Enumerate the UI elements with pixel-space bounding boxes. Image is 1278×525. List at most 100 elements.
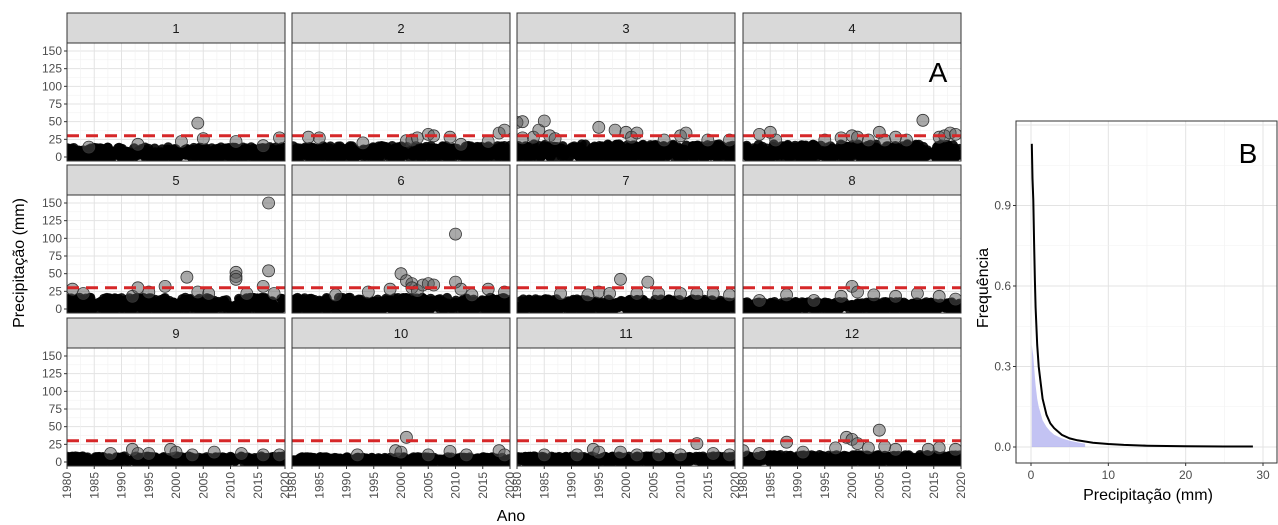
y-tick-label: 100 (42, 384, 62, 398)
y-tick-label: 125 (42, 367, 62, 381)
point (374, 151, 385, 161)
point (350, 146, 361, 157)
facet-border (516, 42, 736, 162)
facet-border (516, 194, 736, 314)
point (174, 147, 185, 158)
point (294, 298, 305, 308)
facet-strip (516, 12, 736, 44)
point-outlier (131, 447, 145, 460)
point (914, 303, 925, 313)
point-outlier (256, 448, 270, 462)
point (445, 456, 455, 466)
point-cloud (517, 114, 735, 161)
point-outlier (82, 140, 96, 154)
point-outlier (723, 288, 735, 302)
facet-strip (291, 12, 511, 44)
point (728, 147, 735, 157)
point (177, 294, 188, 305)
x-tick-label: 2005 (196, 472, 210, 499)
point (880, 297, 891, 307)
point (192, 297, 202, 308)
point (753, 151, 763, 161)
point (82, 302, 93, 313)
y-tick-label: 0 (55, 455, 62, 469)
point-outlier (753, 294, 766, 307)
x-tick-label: 1990 (115, 472, 129, 499)
point-outlier (949, 292, 961, 306)
y-tick-label: 0 (55, 150, 62, 164)
point (164, 303, 175, 313)
point (840, 301, 851, 312)
point (627, 300, 638, 311)
point (551, 145, 562, 156)
point (517, 303, 526, 313)
point (252, 293, 263, 304)
point (222, 455, 233, 466)
x-tick-label: 2010 (449, 472, 463, 499)
point-cloud (67, 196, 285, 313)
point (372, 301, 383, 312)
x-tick-label: 1980 (60, 472, 74, 499)
point (641, 304, 652, 313)
point (769, 297, 780, 307)
point-outlier (889, 289, 902, 303)
point (869, 152, 880, 161)
point-outlier (834, 289, 848, 303)
point (279, 297, 285, 308)
point-cloud (67, 116, 285, 161)
point (694, 151, 705, 161)
point (166, 149, 177, 160)
point (923, 147, 934, 158)
point (892, 144, 903, 155)
facet-strip (291, 164, 511, 196)
point-outlier (443, 444, 457, 458)
point (830, 302, 841, 313)
point-outlier (262, 196, 276, 210)
point (141, 150, 152, 161)
facet-strip (516, 164, 736, 196)
point (594, 298, 604, 309)
facet-strip-label: 2 (397, 21, 404, 36)
point (547, 303, 558, 313)
point (408, 457, 418, 466)
facet-strip-label: 1 (172, 21, 179, 36)
x-tick-label: 2020 (503, 472, 517, 499)
point (817, 146, 828, 157)
point (122, 146, 133, 157)
point-outlier (169, 445, 183, 459)
point (74, 301, 85, 312)
point-outlier (104, 447, 117, 460)
point (474, 150, 485, 160)
y-tick-label: 150 (42, 349, 62, 363)
facet-strip (742, 12, 962, 44)
point (106, 152, 116, 161)
point-cloud (743, 113, 961, 161)
point (843, 148, 854, 159)
facet-strip-label: 6 (397, 173, 404, 188)
point (954, 303, 961, 313)
point-outlier (234, 447, 248, 460)
point (580, 151, 591, 161)
point (273, 151, 284, 161)
point (650, 140, 661, 150)
point (678, 149, 689, 160)
point-cloud (292, 227, 510, 313)
point-cloud (292, 123, 510, 161)
point (699, 143, 710, 154)
point-outlier (603, 287, 616, 300)
point (388, 455, 399, 466)
point (539, 147, 550, 158)
point (367, 145, 378, 156)
point-cloud (292, 430, 510, 466)
y-tick-label: 50 (49, 420, 63, 434)
point-outlier (807, 294, 821, 307)
facet-strip-label: 7 (622, 173, 629, 188)
point-outlier (356, 136, 370, 150)
x-tick-label: 1995 (142, 472, 156, 499)
point-cloud (517, 437, 735, 466)
point (441, 148, 452, 159)
facet-border (66, 194, 286, 314)
point (479, 299, 490, 310)
